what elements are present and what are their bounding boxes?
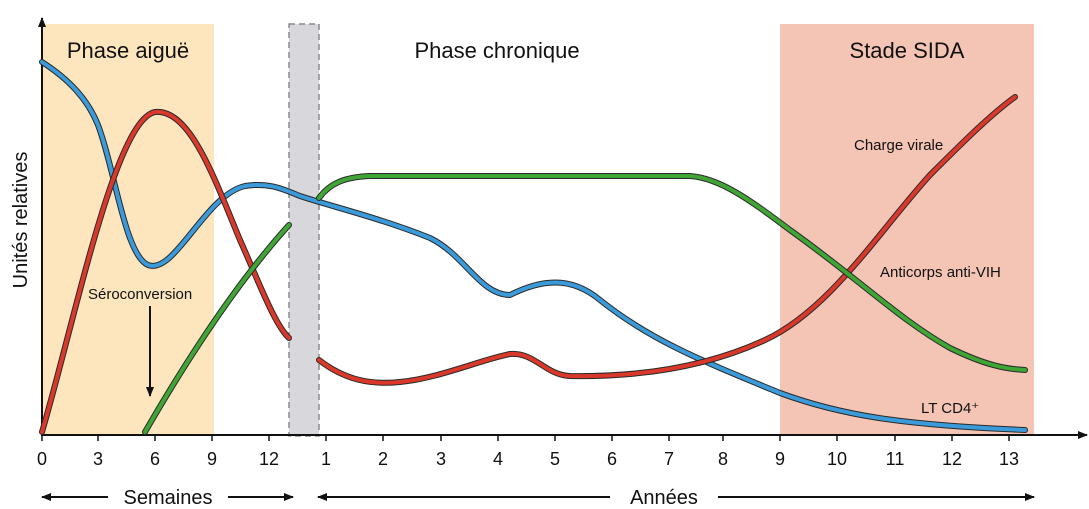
x-tick-label: 12	[259, 449, 279, 469]
x-tick-marks	[41, 435, 1010, 441]
x-tick-labels-years: 1 2 3 4 5 6 7 8 9 10 11 12 13	[321, 449, 1019, 469]
x-tick-label: 6	[607, 449, 617, 469]
x-tick-label: 1	[321, 449, 331, 469]
cd4-curve	[39, 59, 1028, 433]
x-tick-label: 4	[493, 449, 503, 469]
x-tick-label: 9	[775, 449, 785, 469]
viral-load-label: Charge virale	[854, 137, 943, 154]
x-tick-label: 7	[664, 449, 674, 469]
time-gap-region	[288, 23, 320, 437]
weeks-span: Semaines	[41, 487, 294, 509]
x-tick-label: 2	[378, 449, 388, 469]
chronic-phase-label: Phase chronique	[414, 38, 579, 63]
x-tick-label: 5	[550, 449, 560, 469]
antibodies-label: Anticorps anti-VIH	[880, 264, 1001, 281]
x-tick-label: 8	[718, 449, 728, 469]
cd4-label: LT CD4⁺	[921, 400, 979, 417]
years-span: Années	[317, 487, 1035, 509]
x-tick-label: 3	[93, 449, 103, 469]
x-tick-label: 13	[999, 449, 1019, 469]
x-tick-labels-weeks: 0 3 6 9 12	[37, 449, 279, 469]
years-label: Années	[630, 487, 698, 509]
x-tick-label: 10	[827, 449, 847, 469]
viral-load-curve	[39, 94, 1018, 435]
aids-stage-region	[780, 24, 1034, 436]
x-tick-label: 11	[886, 449, 905, 469]
x-tick-label: 12	[942, 449, 962, 469]
aids-stage-label: Stade SIDA	[850, 38, 965, 63]
seroconversion-label: Séroconversion	[88, 286, 192, 303]
antibodies-curve	[142, 173, 1028, 435]
x-tick-label: 9	[207, 449, 217, 469]
x-tick-label: 6	[150, 449, 160, 469]
x-tick-label: 3	[436, 449, 446, 469]
acute-phase-label: Phase aiguë	[67, 38, 189, 63]
weeks-label: Semaines	[124, 487, 213, 509]
y-axis-label: Unités relatives	[10, 152, 32, 289]
x-tick-label: 0	[37, 449, 47, 469]
